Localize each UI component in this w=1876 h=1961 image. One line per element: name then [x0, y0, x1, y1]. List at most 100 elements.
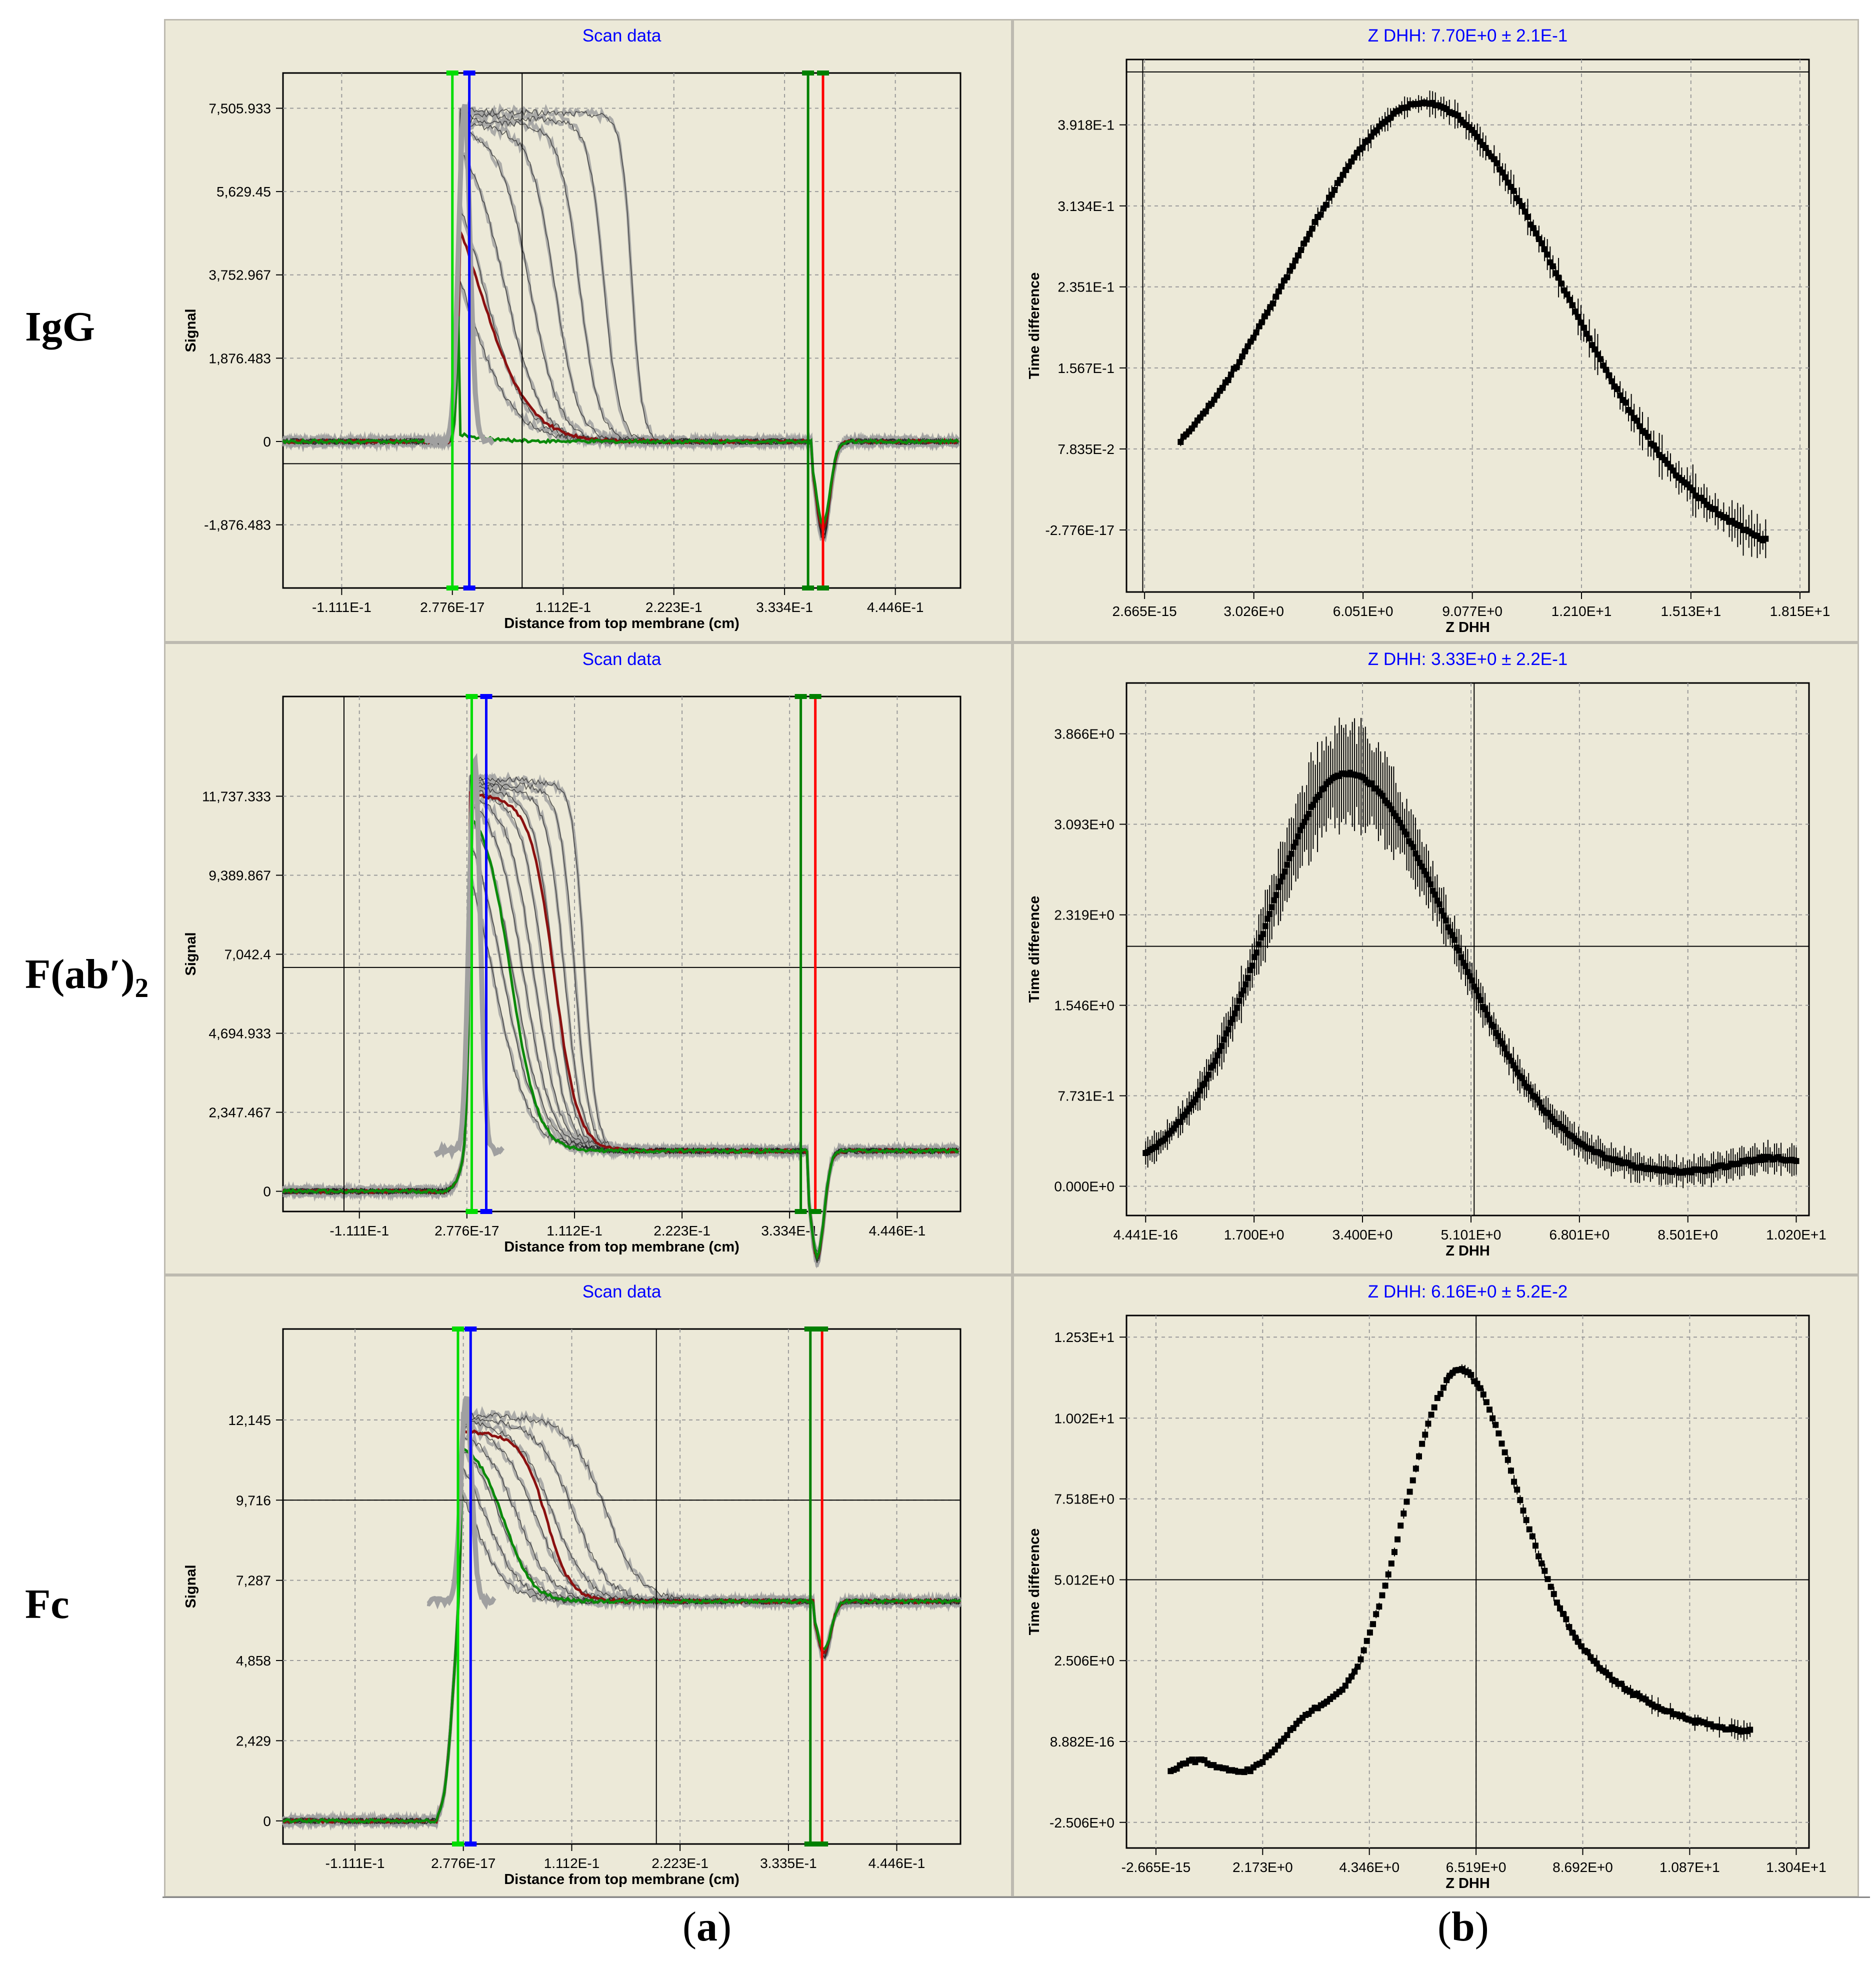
data-point	[1452, 936, 1458, 943]
data-point	[1239, 353, 1246, 360]
chart-title: Scan data	[582, 26, 662, 46]
y-axis-label: Time difference	[1026, 1528, 1042, 1636]
data-point	[1351, 154, 1358, 160]
y-tick-label: 0	[263, 1184, 271, 1200]
data-point	[1260, 931, 1266, 938]
data-point	[1294, 833, 1301, 840]
data-point	[1268, 904, 1275, 910]
x-tick-label: 2.776E-17	[420, 600, 484, 615]
data-point	[1236, 359, 1242, 366]
boundary-handle-top	[804, 1326, 816, 1332]
data-point	[1473, 987, 1480, 994]
data-point	[1477, 1385, 1484, 1392]
row-label-igg: IgG	[25, 304, 96, 350]
y-tick-label: 1.002E+1	[1054, 1410, 1114, 1426]
y-tick-label: 2.506E+0	[1054, 1653, 1114, 1668]
zdhh-panel-fc: Z DHH: 6.16E+0 ± 5.2E-2 -2.665E-15 2.173E+…	[1012, 1275, 1859, 1898]
y-tick-label: 7,287	[236, 1573, 271, 1588]
data-point	[1432, 892, 1438, 898]
scan-chart-igg: Scan data -1.111E-1 2.776E-17 1.112E-1 2.223…	[183, 26, 962, 632]
data-point	[1474, 134, 1480, 140]
boundary-handle-bottom	[802, 586, 814, 590]
data-point	[1264, 916, 1270, 922]
data-point	[1442, 917, 1449, 924]
boundary-handle-top	[802, 70, 814, 76]
zdhh-panel-fab2: Z DHH: 3.33E+0 ± 2.2E-1 4.441E-16 1.700E+0…	[1012, 642, 1859, 1275]
data-point	[1499, 1040, 1506, 1047]
data-point	[1391, 1549, 1398, 1556]
data-point	[1212, 1058, 1218, 1064]
data-point	[1249, 962, 1256, 969]
data-point	[1282, 868, 1288, 875]
data-point	[1530, 225, 1536, 232]
data-point	[1654, 446, 1660, 452]
data-point	[1192, 1096, 1199, 1102]
boundary-handle-top	[817, 70, 830, 76]
data-point	[1645, 434, 1652, 440]
data-point	[1426, 876, 1432, 883]
data-point	[1544, 1576, 1551, 1582]
chart-title: Z DHH: 3.33E+0 ± 2.2E-1	[1368, 650, 1568, 669]
data-point	[1449, 932, 1456, 938]
data-point	[1606, 1672, 1612, 1678]
data-point	[1608, 378, 1615, 384]
data-point	[1301, 819, 1308, 826]
x-tick-label: 3.400E+0	[1332, 1227, 1393, 1242]
data-point	[1747, 1726, 1754, 1733]
data-point	[1542, 246, 1548, 252]
data-point	[1242, 348, 1248, 354]
x-tick-label: 2.776E-17	[431, 1856, 496, 1871]
y-tick-label: 0.000E+0	[1054, 1178, 1114, 1194]
data-point	[1670, 468, 1676, 474]
data-point	[1275, 884, 1282, 890]
data-point	[1469, 977, 1476, 984]
boundary-handle-bottom	[466, 1209, 478, 1214]
x-tick-label: -1.111E-1	[330, 1223, 389, 1238]
data-point	[1206, 1072, 1212, 1078]
data-point	[1532, 1542, 1538, 1549]
data-point	[1306, 230, 1312, 237]
x-tick-label: 4.446E-1	[869, 1223, 926, 1238]
x-axis-label: Distance from top membrane (cm)	[504, 1872, 740, 1888]
data-point	[1428, 881, 1434, 888]
boundary-handle-top	[809, 694, 822, 699]
x-axis-label: Z DHH	[1446, 1876, 1490, 1892]
data-point	[1244, 343, 1251, 350]
y-tick-label: 3.866E+0	[1054, 726, 1114, 742]
y-tick-label: -2.506E+0	[1050, 1815, 1114, 1830]
row-label-fab2-subscript: 2	[134, 972, 149, 1003]
zdhh-chart-fc: Z DHH: 6.16E+0 ± 5.2E-2 -2.665E-15 2.173E+…	[1026, 1282, 1826, 1892]
data-point	[1264, 310, 1270, 316]
data-point	[1258, 319, 1265, 326]
boundary-handle-bottom	[817, 586, 830, 590]
y-tick-label: 5,629.45	[216, 184, 271, 200]
data-point	[1438, 908, 1445, 914]
data-point	[1225, 377, 1232, 384]
data-point	[1360, 1647, 1367, 1654]
data-point	[1556, 274, 1562, 281]
y-tick-label: 1,876.483	[208, 350, 271, 366]
data-point	[1511, 1478, 1518, 1485]
data-point	[1276, 288, 1282, 294]
y-tick-label: 4,694.933	[208, 1026, 271, 1042]
data-point	[1385, 1571, 1392, 1578]
y-tick-label: 9,716	[236, 1492, 271, 1508]
data-point	[1178, 438, 1184, 445]
row-label-fab2-text: F(ab′)	[25, 951, 135, 998]
data-point	[1554, 1600, 1560, 1606]
caption-a: (a)	[682, 1904, 732, 1950]
x-tick-label: 1.513E+1	[1660, 604, 1721, 619]
y-axis-label: Time difference	[1026, 272, 1042, 380]
y-axis-label: Signal	[183, 1564, 199, 1608]
data-point	[1592, 346, 1598, 352]
data-point	[1398, 1522, 1404, 1529]
data-point	[1210, 1062, 1216, 1069]
data-point	[1422, 1432, 1428, 1438]
data-point	[1712, 506, 1718, 512]
data-point	[1412, 1466, 1419, 1472]
data-point	[1388, 1560, 1394, 1567]
data-point	[1570, 302, 1576, 308]
y-tick-label: 11,737.333	[202, 788, 271, 804]
data-point	[1458, 954, 1464, 960]
y-tick-label: 7.731E-1	[1058, 1088, 1114, 1104]
